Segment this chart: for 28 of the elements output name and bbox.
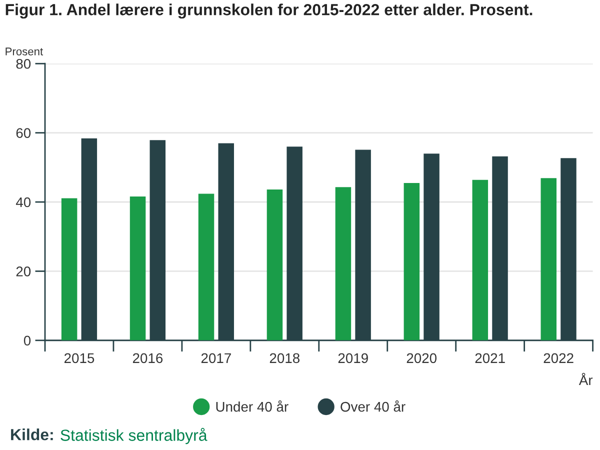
x-tick-label: 2016 (132, 353, 163, 364)
bar (335, 187, 352, 340)
bar (198, 194, 214, 340)
x-tick-label: 2021 (475, 353, 505, 364)
legend-label: Over 40 år (340, 400, 406, 412)
legend-label: Under 40 år (216, 400, 288, 412)
bar (540, 178, 557, 340)
bar (472, 180, 488, 340)
y-tick-label: 0 (24, 336, 31, 346)
text: Kilde: (11, 428, 53, 440)
x-tick-label: 2015 (64, 353, 94, 364)
x-tick-label: 2018 (270, 353, 300, 364)
bar (266, 190, 283, 340)
chart-title: Figur 1. Andel lærere i grunnskolen for 2015-2022 etter alder. Prosent. (6, 4, 532, 19)
y-axis-title: Prosent (6, 48, 44, 56)
y-tick-label: 40 (16, 197, 31, 208)
x-tick-label: 2019 (338, 353, 368, 364)
bar (61, 198, 78, 340)
y-tick-label: 80 (16, 58, 31, 69)
bar (404, 182, 420, 340)
x-axis-title: År (578, 372, 593, 386)
text: Statistisk sentralbyrå (60, 428, 208, 444)
y-tick-label: 20 (16, 266, 31, 276)
x-tick-label: 2017 (201, 353, 231, 364)
y-tick-label: 60 (16, 128, 31, 138)
x-tick-label: 2020 (406, 353, 437, 364)
bar (130, 196, 146, 340)
x-tick-label: 2022 (544, 353, 574, 364)
